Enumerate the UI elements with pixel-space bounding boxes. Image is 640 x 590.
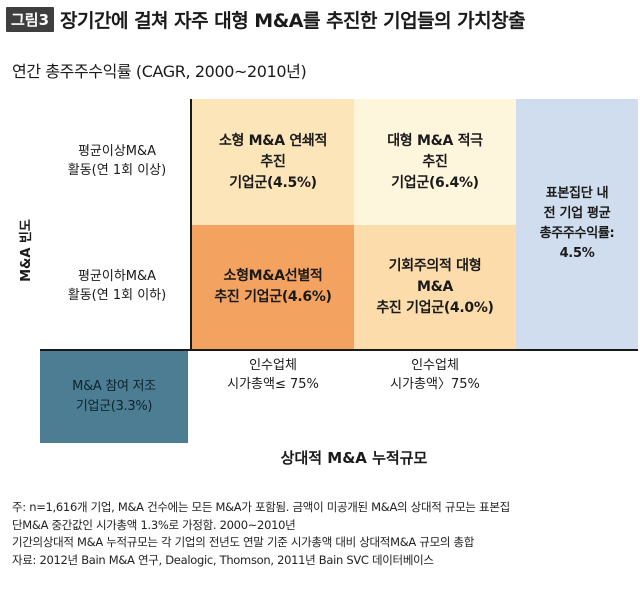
cell-line: 소형M&A선별적	[223, 268, 323, 284]
column-label-line: 시가총액〉75%	[390, 377, 480, 392]
row-label-line: 활동(연 1회 이하)	[67, 288, 167, 303]
cell-line: 기업군(6.4%)	[391, 174, 479, 191]
cell-low-participation: M&A 참여 저조 기업군(3.3%)	[40, 351, 188, 443]
cell-line: 기회주의적 대형	[388, 257, 482, 274]
footnote: 주: n=1,616개 기업, M&A 건수에는 모든 M&A가 포함됨. 금액…	[12, 499, 632, 569]
cell-line: 총주주수익률:	[539, 226, 615, 241]
cell-small-frequent: 소형 M&A 연쇄적 추진 기업군(4.5%)	[192, 99, 354, 225]
row-label-line: 평균이상M&A	[77, 144, 157, 159]
figure-number-badge: 그림3	[6, 7, 55, 32]
cell-line: M&A	[416, 278, 454, 295]
cell-line: 전 기업 평균	[543, 206, 611, 221]
row-label-high-frequency: 평균이상M&A 활동(연 1회 이상)	[44, 142, 190, 180]
cell-line: 대형 M&A 적극	[387, 132, 483, 149]
y-axis-label: M&A 빈도	[2, 210, 46, 290]
column-label-small: 인수업체 시가총액≤ 75%	[192, 356, 354, 394]
row-label-low-frequency: 평균이하M&A 활동(연 1회 이하)	[44, 267, 190, 305]
column-label-line: 인수업체	[411, 358, 459, 373]
x-axis-label: 상대적 M&A 누적규모	[280, 449, 428, 467]
cell-line: M&A 참여 저조	[72, 379, 156, 394]
cell-line: 추진	[260, 153, 286, 170]
cell-line: 표본집단 내	[545, 186, 609, 201]
cell-line: 추진 기업군(4.6%)	[214, 289, 332, 305]
cell-line: 추진	[422, 153, 448, 170]
horizontal-axis-line	[40, 349, 638, 351]
footnote-line: 주: n=1,616개 기업, M&A 건수에는 모든 M&A가 포함됨. 금액…	[12, 500, 510, 514]
cell-small-selective: 소형M&A선별적 추진 기업군(4.6%)	[192, 225, 354, 349]
footnote-line: 자료: 2012년 Bain M&A 연구, Dealogic, Thomson…	[12, 552, 434, 567]
column-label-large: 인수업체 시가총액〉75%	[354, 356, 516, 394]
figure-subtitle: 연간 총주주수익률 (CAGR, 2000~2010년)	[12, 62, 307, 81]
row-label-line: 평균이하M&A	[77, 269, 157, 284]
column-label-line: 인수업체	[249, 358, 297, 373]
cell-large-opportunistic: 기회주의적 대형 M&A 추진 기업군(4.0%)	[354, 225, 516, 349]
vertical-axis-line	[190, 99, 192, 350]
cell-sample-average: 표본집단 내 전 기업 평균 총주주수익률: 4.5%	[516, 99, 638, 349]
cell-line: 소형 M&A 연쇄적	[218, 132, 328, 149]
cell-line: 기업군(4.5%)	[229, 174, 317, 191]
figure-header: 그림3 장기간에 걸쳐 자주 대형 M&A를 추진한 기업들의 가치창출	[6, 6, 526, 33]
footnote-line: 단M&A 중간값인 시가총액 1.3%로 가정함. 2000~2010년	[12, 517, 296, 532]
y-axis-label-text: M&A 빈도	[18, 218, 34, 282]
cell-line: 4.5%	[559, 246, 595, 261]
footnote-line: 기간의상대적 M&A 누적규모는 각 기업의 전년도 연말 기준 시가총액 대비…	[12, 535, 475, 549]
figure-title: 장기간에 걸쳐 자주 대형 M&A를 추진한 기업들의 가치창출	[60, 10, 526, 32]
row-label-line: 활동(연 1회 이상)	[67, 163, 167, 178]
cell-line: 기업군(3.3%)	[75, 399, 153, 414]
column-label-line: 시가총액≤ 75%	[227, 377, 319, 392]
cell-large-frequent: 대형 M&A 적극 추진 기업군(6.4%)	[354, 99, 516, 225]
cell-line: 추진 기업군(4.0%)	[376, 299, 494, 316]
